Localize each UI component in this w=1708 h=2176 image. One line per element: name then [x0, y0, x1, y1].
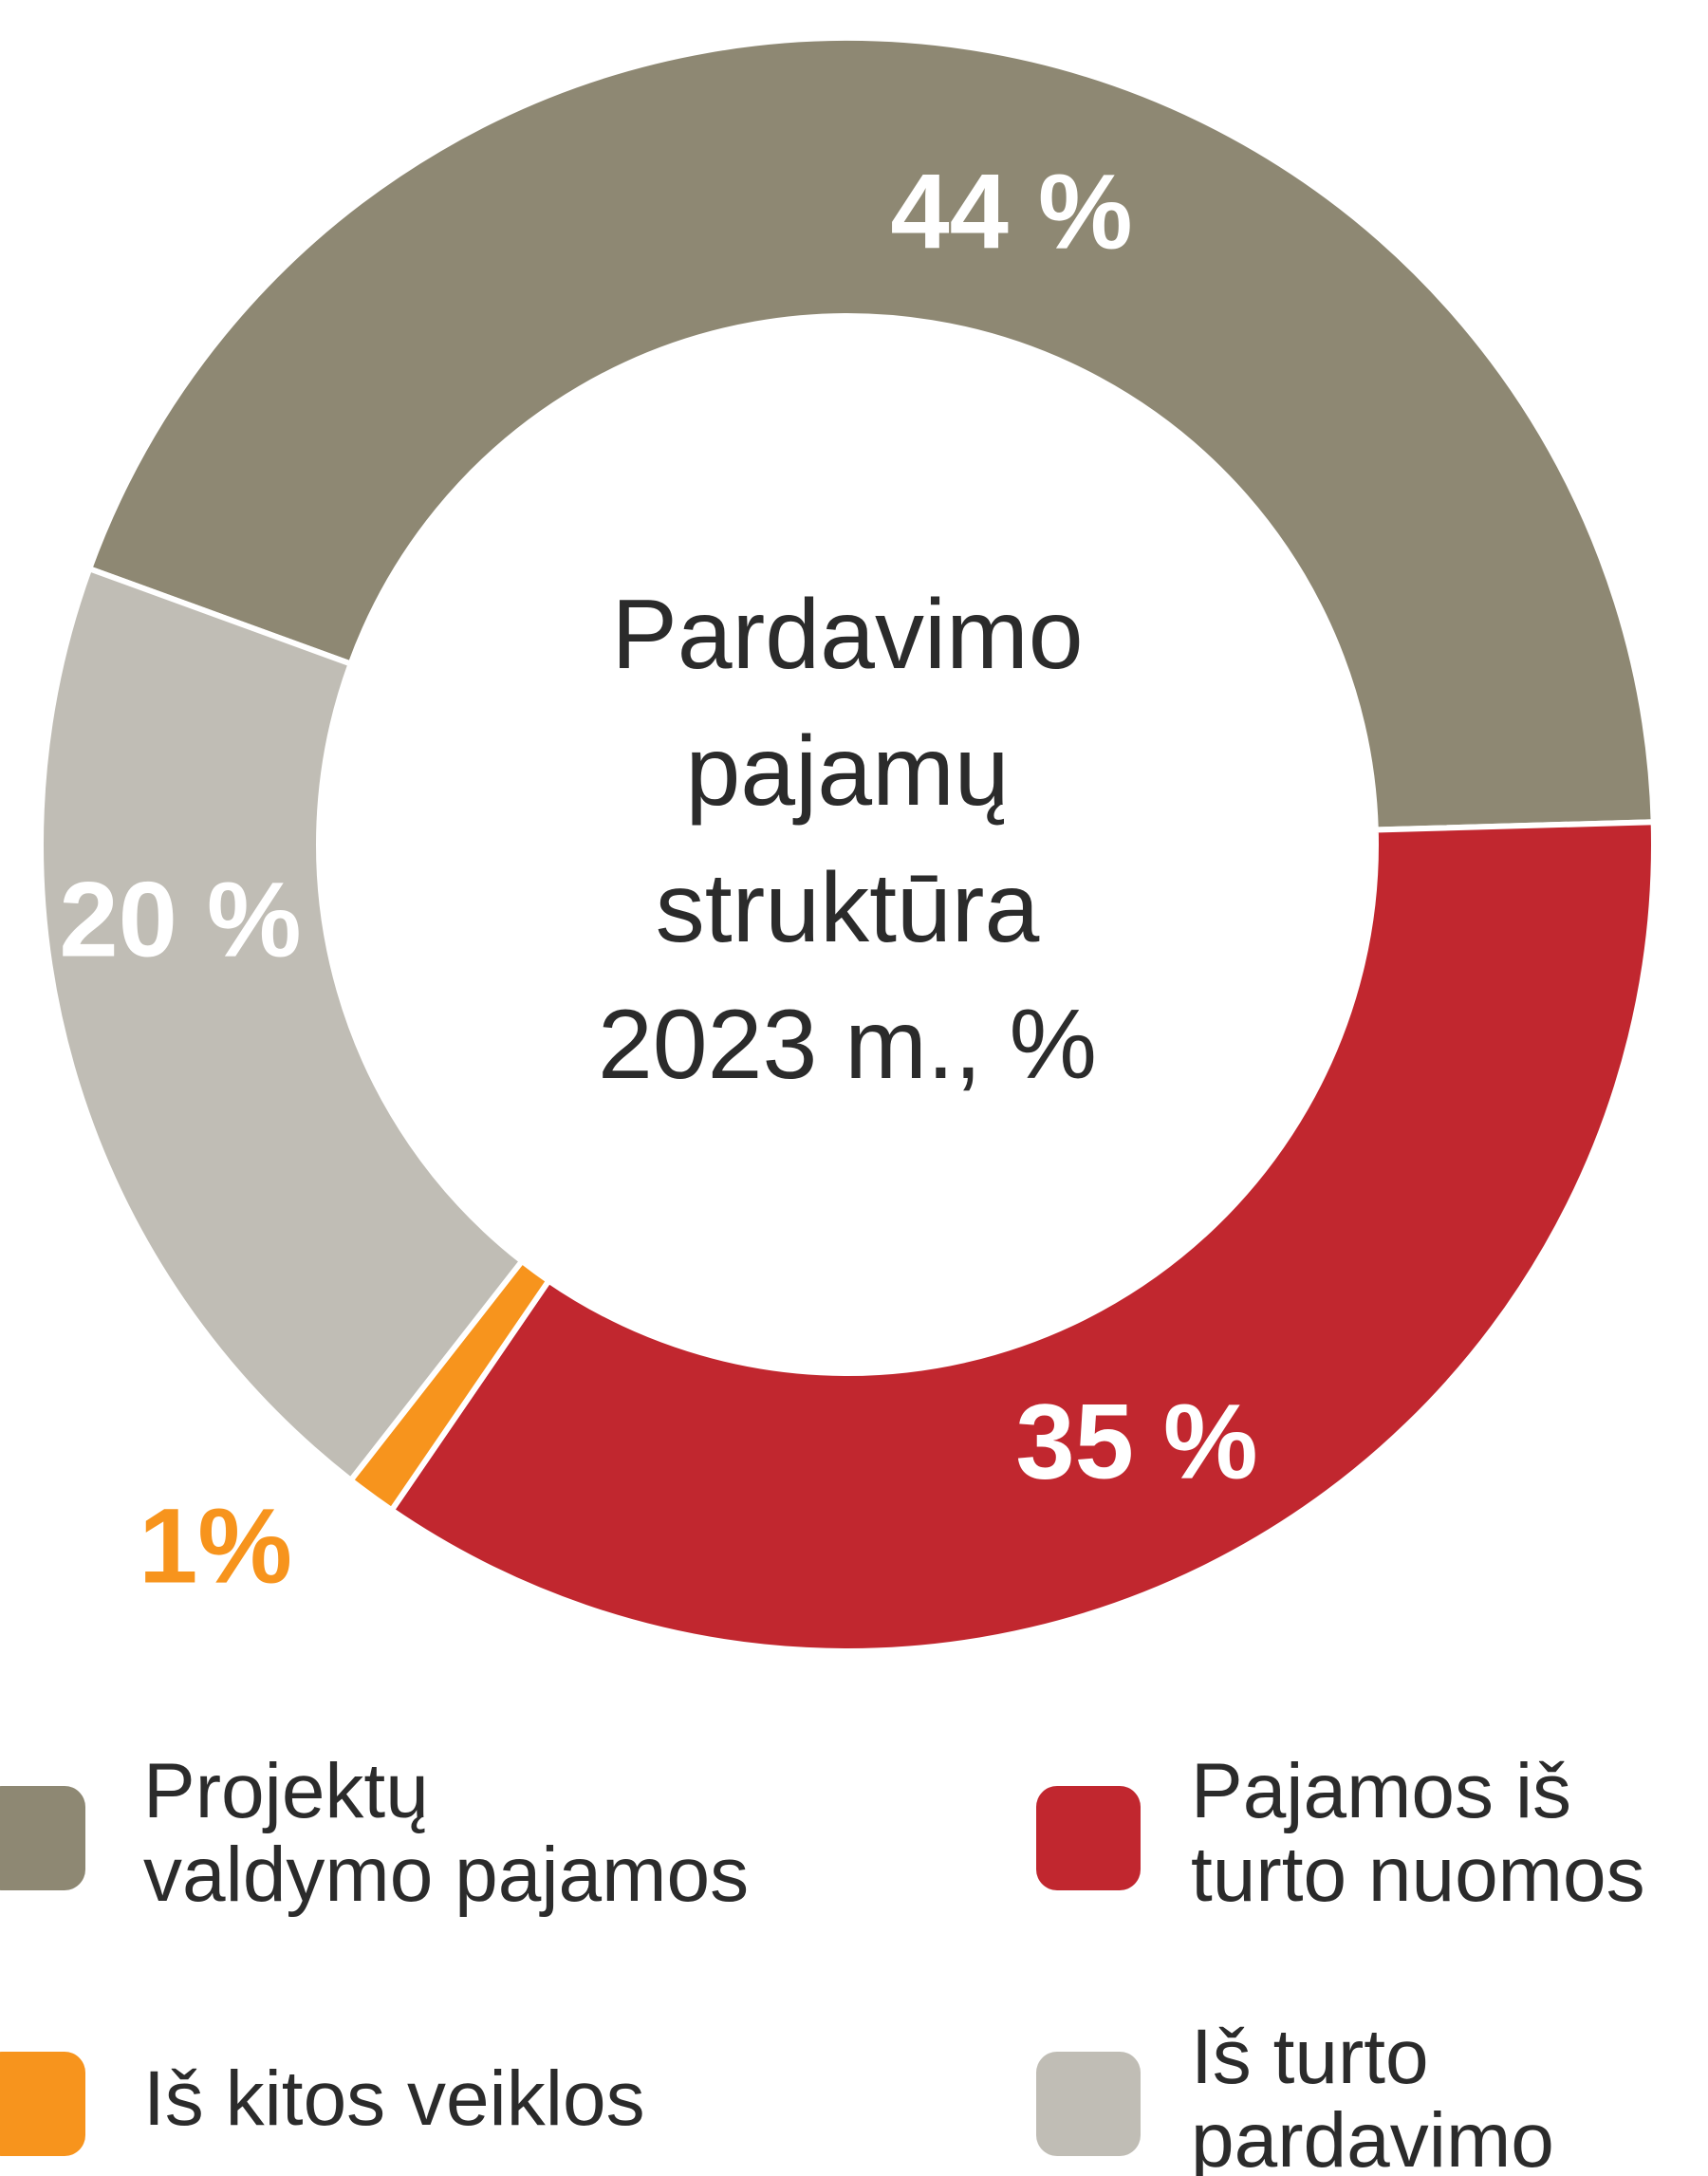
donut-slice	[85, 35, 1657, 833]
legend-swatch	[1036, 1786, 1141, 1890]
data-label: 35 %	[1015, 1383, 1257, 1501]
legend-label: Iš kitos veiklos	[143, 2055, 645, 2142]
legend-label: Iš turto pardavimo	[1191, 2014, 1554, 2176]
legend-label: Pajamos iš turto nuomos	[1191, 1748, 1645, 1918]
legend-swatch	[1036, 2052, 1141, 2156]
legend-label: Projektų valdymo pajamos	[143, 1748, 749, 1918]
chart-title: Pardavimo pajamų struktūra 2023 m., %	[598, 580, 1097, 1100]
legend-swatch	[0, 1786, 85, 1890]
donut-slice	[387, 819, 1658, 1655]
legend-swatch	[0, 2052, 85, 2156]
data-label: 20 %	[59, 861, 301, 979]
data-label: 44 %	[890, 153, 1132, 271]
data-label: 1%	[139, 1487, 292, 1606]
donut-slice	[38, 565, 527, 1485]
